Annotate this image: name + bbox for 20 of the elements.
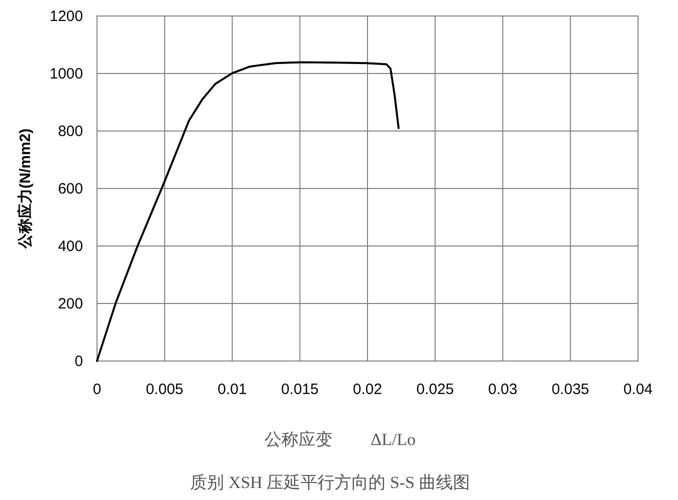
y-tick-label: 0 — [74, 353, 83, 370]
y-tick-label: 200 — [58, 296, 83, 312]
x-tick-label: 0 — [92, 381, 102, 398]
x-tick-label: 0.025 — [416, 381, 454, 398]
y-tick-label: 1200 — [50, 8, 83, 25]
y-tick-label: 400 — [58, 238, 83, 255]
line-series — [96, 61, 400, 362]
x-axis-title: 公称应变 ΔL/Lo — [264, 430, 416, 449]
x-tick-label: 0.005 — [146, 381, 184, 398]
x-tick-label: 0.03 — [488, 381, 518, 398]
y-tick-label: 600 — [58, 180, 83, 198]
x-tick-label: 0.04 — [623, 381, 653, 398]
x-tick-label: 0.035 — [552, 381, 590, 398]
x-tick-label: 0.02 — [352, 381, 382, 398]
x-tick-label: 0.01 — [218, 381, 247, 398]
y-tick-label: 800 — [58, 123, 83, 140]
y-tick-label: 1000 — [50, 66, 83, 82]
y-axis-title: 公称应力(N/mm2) — [16, 128, 34, 250]
text: 质别 XSH 压延平行方向的 S-S 曲线图 — [190, 473, 470, 492]
x-tick-label: 0.015 — [281, 381, 319, 398]
